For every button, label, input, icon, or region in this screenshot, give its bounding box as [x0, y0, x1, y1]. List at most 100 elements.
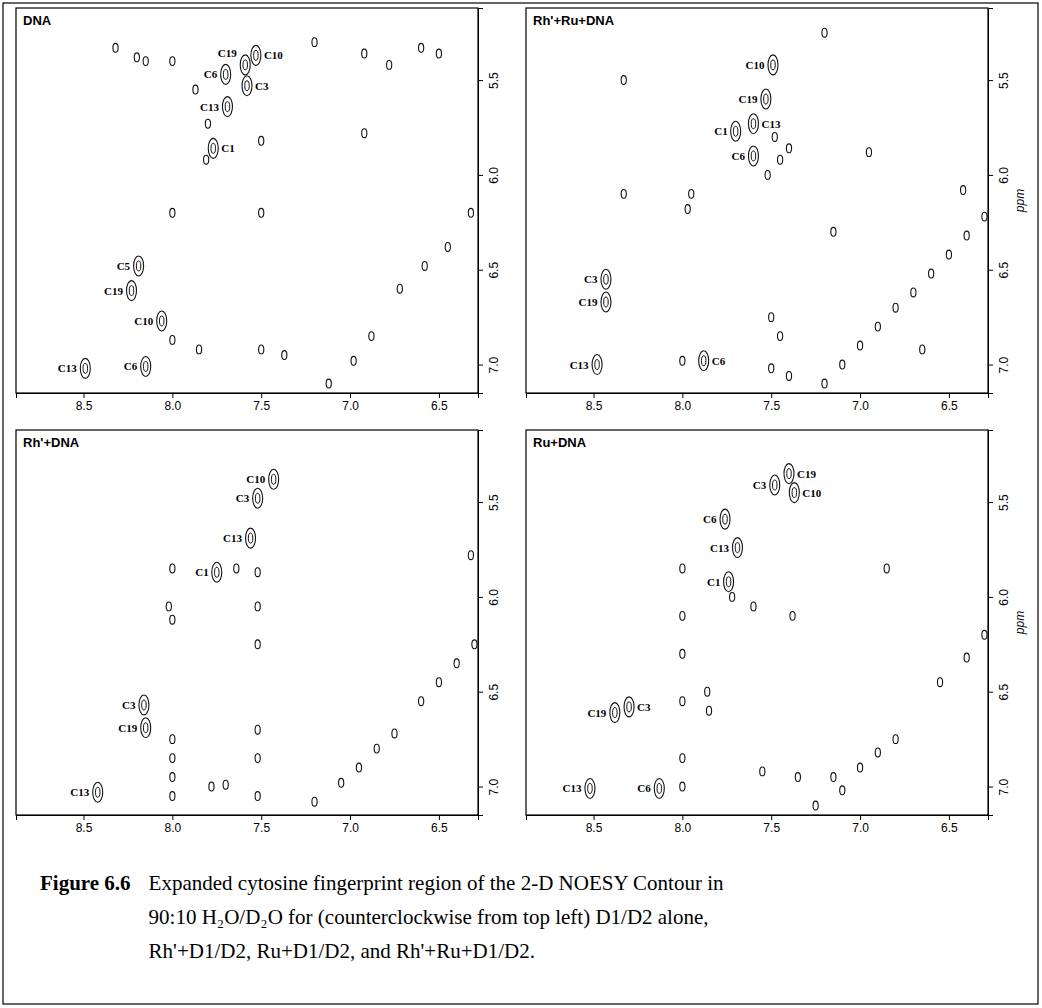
contour-peak	[875, 322, 880, 331]
contour-peak	[259, 345, 264, 354]
contour-peak	[312, 38, 317, 47]
contour-peak	[436, 678, 441, 687]
plot-frame	[526, 8, 988, 393]
tick-mark	[988, 787, 993, 788]
tick-mark	[478, 787, 483, 788]
contour-peak	[255, 754, 260, 763]
tick: 7.5	[763, 393, 780, 413]
peak-label: C19	[738, 93, 757, 105]
tick-label: 6.5	[997, 684, 1011, 701]
contour-peak-core	[723, 514, 728, 524]
tick: 7.0	[478, 356, 501, 373]
contour-peak	[946, 250, 951, 259]
tick-mark	[949, 815, 950, 820]
tick-label: 6.5	[941, 821, 958, 835]
peak-label: C1	[195, 566, 208, 578]
tick-mark	[988, 692, 993, 693]
contour-peak	[222, 97, 232, 117]
contour-peak-core	[143, 723, 148, 733]
tick-label: 7.0	[487, 356, 501, 373]
contour-peak	[472, 640, 477, 649]
tick-mark	[988, 80, 993, 81]
peak-labels: C10C19C13C1C6C3C19C13C6	[570, 59, 781, 371]
contour-peak	[223, 780, 228, 789]
caption-line: Rh'+D1/D2, Ru+D1/D2, and Rh'+Ru+D1/D2.	[149, 939, 535, 963]
contour-peak	[170, 208, 175, 217]
tick: 8.0	[165, 815, 182, 835]
tick-label: 8.0	[675, 821, 692, 835]
tick: 6.0	[988, 167, 1011, 184]
contour-peak	[139, 695, 149, 715]
tick-mark	[988, 270, 993, 271]
peak-label: C6	[204, 68, 218, 80]
contour-peak	[680, 611, 685, 620]
peak-label: C6	[124, 360, 138, 372]
contour-peak	[875, 748, 880, 757]
contour-peak	[680, 564, 685, 573]
peak-label: C13	[58, 362, 77, 374]
contour-peak	[170, 335, 175, 344]
contour-peak	[255, 568, 260, 577]
contour-peak	[724, 572, 734, 592]
tick: 8.0	[165, 393, 182, 413]
tick: 7.0	[852, 393, 869, 413]
tick-mark	[478, 270, 483, 271]
tick-mark	[682, 815, 683, 820]
tick: 7.0	[852, 815, 869, 835]
tick: 7.5	[253, 393, 270, 413]
contour-peak	[134, 256, 144, 276]
contour-peak	[208, 138, 218, 158]
panel-title: Ru+DNA	[533, 435, 587, 450]
contour-peak	[196, 345, 201, 354]
tick-mark	[771, 815, 772, 820]
contour-peak	[80, 358, 90, 378]
peak-label: C13	[710, 542, 729, 554]
tick-mark	[478, 597, 483, 598]
tick: 7.0	[342, 815, 359, 835]
panel-title: Rh'+DNA	[23, 435, 80, 450]
contour-peak-core	[787, 469, 792, 479]
contour-peak	[786, 372, 791, 381]
figure: 8.58.07.57.06.55.56.06.57.0DNAC19C10C6C3…	[0, 0, 1042, 1008]
contour-peak-core	[764, 94, 769, 104]
tick-mark	[439, 815, 440, 820]
tick-label: 8.5	[586, 821, 603, 835]
contour-peak	[170, 792, 175, 801]
contour-peak	[246, 528, 256, 548]
contour-peak-core	[143, 361, 148, 371]
contour-peak	[680, 649, 685, 658]
contour-peak	[170, 735, 175, 744]
peak-label: C3	[584, 273, 598, 285]
tick-label: 6.0	[487, 167, 501, 184]
tick-label: 6.5	[431, 399, 448, 413]
peak-label: C19	[218, 47, 237, 59]
tick: 5.5	[478, 494, 501, 511]
contour-peak-core	[243, 60, 248, 70]
tick: 6.5	[478, 684, 501, 701]
contour-peak-core	[215, 567, 220, 577]
contour-peak	[964, 653, 969, 662]
tick: 6.0	[988, 589, 1011, 606]
peaks	[585, 464, 987, 810]
tick-label: 6.5	[431, 821, 448, 835]
peak-labels: C10C3C13C1C3C19C13	[70, 473, 265, 798]
contour-peak	[204, 155, 209, 164]
tick-label: 6.5	[487, 684, 501, 701]
contour-peak	[113, 43, 118, 52]
peak-label: C1	[707, 576, 720, 588]
contour-peak	[893, 303, 898, 312]
contour-peak	[748, 114, 758, 134]
contour-peak	[730, 592, 735, 601]
contour-peak-core	[245, 81, 250, 91]
tick-label: 6.5	[941, 399, 958, 413]
y-axis: 5.56.06.57.0	[988, 9, 1011, 394]
contour-peak	[706, 706, 711, 715]
y-axis: 5.56.06.57.0	[478, 431, 501, 816]
tick: 5.5	[988, 72, 1011, 89]
tick-mark	[478, 80, 483, 81]
peak-label: C10	[264, 49, 283, 61]
tick-mark	[771, 393, 772, 398]
contour-peak	[699, 351, 709, 371]
tick-mark	[261, 815, 262, 820]
contour-peak-core	[613, 708, 618, 718]
